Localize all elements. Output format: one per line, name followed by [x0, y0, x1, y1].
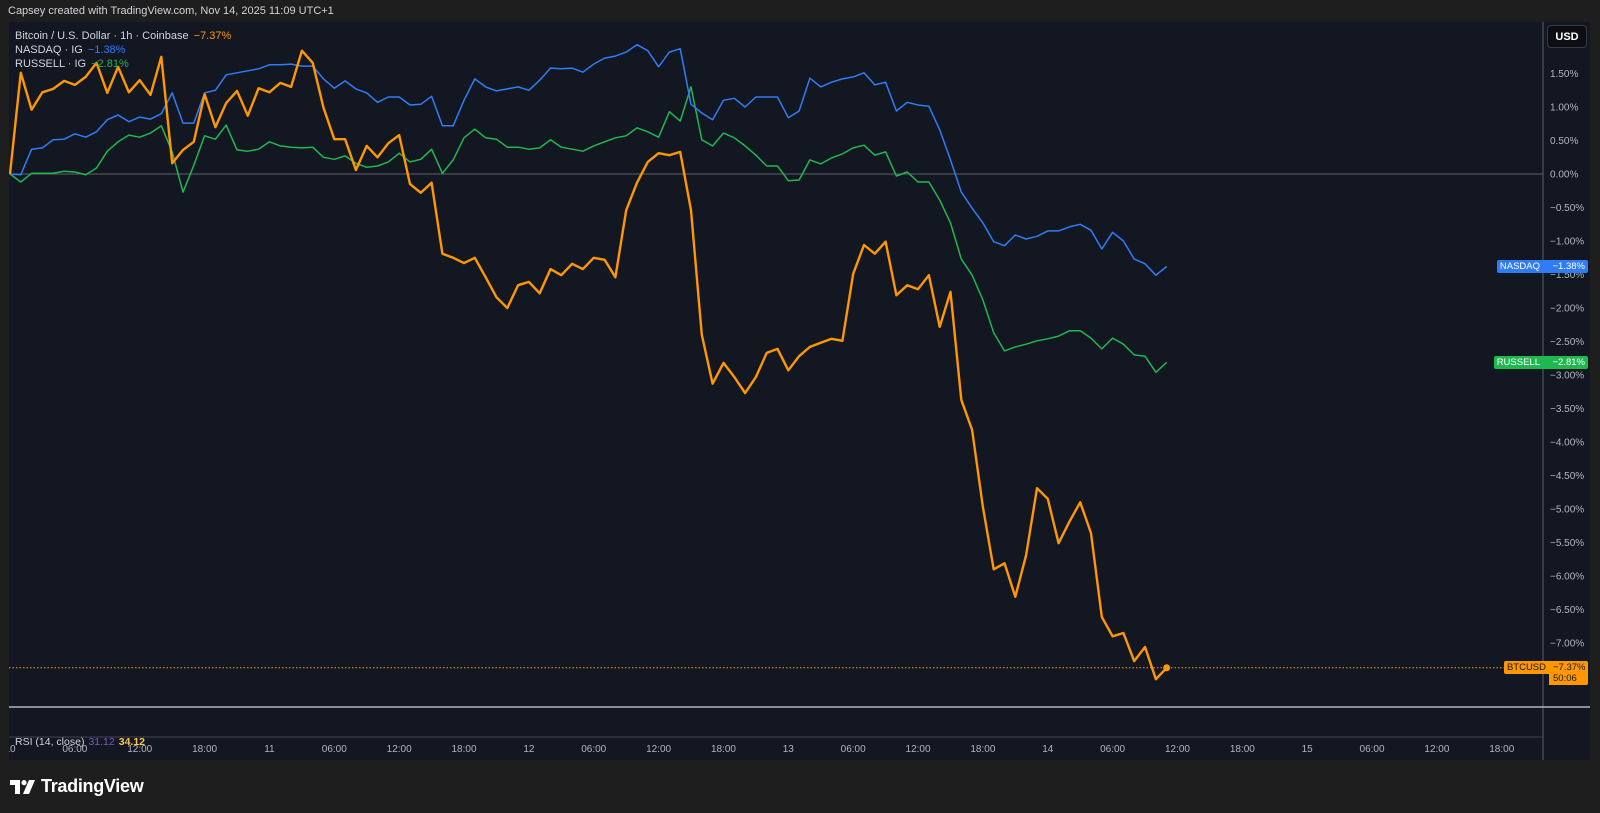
x-tick-label: 12:00	[1424, 744, 1449, 755]
x-tick-label: 12:00	[646, 744, 671, 755]
x-tick-label: 06:00	[581, 744, 606, 755]
x-tick-label: 06:00	[1100, 744, 1125, 755]
y-tick-label: −1.00%	[1550, 237, 1584, 248]
y-tick-label: −5.50%	[1550, 538, 1584, 549]
y-tick-label: −6.50%	[1550, 605, 1584, 616]
y-tick-label: −2.50%	[1550, 337, 1584, 348]
legend-russell[interactable]: RUSSELL · IG −2.81%	[15, 58, 129, 70]
x-tick-label: 06:00	[62, 744, 87, 755]
legend-label: NASDAQ · IG	[15, 44, 83, 56]
x-tick-label: 11	[264, 744, 275, 755]
y-tick-label: −6.00%	[1550, 572, 1584, 583]
x-tick-label: 18:00	[711, 744, 736, 755]
x-tick-label: 12:00	[387, 744, 412, 755]
y-tick-label: −7.00%	[1550, 639, 1584, 650]
series-line-russell	[9, 86, 1168, 374]
y-tick-label: −4.50%	[1550, 471, 1584, 482]
tag-name: BTCUSD	[1503, 661, 1549, 675]
legend-nasdaq[interactable]: NASDAQ · IG −1.38%	[15, 44, 125, 56]
y-tick-label: 0.00%	[1550, 170, 1578, 181]
last-price-dot	[1163, 664, 1171, 672]
legend-value: −2.81%	[91, 58, 129, 70]
price-tag-btcusd: BTCUSD −7.37% 50:06	[1503, 661, 1588, 686]
brand-name: TradingView	[41, 776, 144, 796]
legend-label: RUSSELL · IG	[15, 58, 87, 70]
legend-value: −7.37%	[193, 30, 232, 42]
x-tick-label: 06:00	[841, 744, 866, 755]
tag-name: NASDAQ	[1496, 259, 1543, 273]
x-tick-label: 18:00	[452, 744, 477, 755]
y-tick-label: −3.00%	[1550, 371, 1584, 382]
series-line-nasdaq	[9, 43, 1168, 276]
y-tick-label: −4.00%	[1550, 438, 1584, 449]
x-tick-label: 18:00	[1489, 744, 1514, 755]
x-tick-label: 18:00	[970, 744, 995, 755]
chart-canvas[interactable]: 1.50% 1.00% 0.50% 0.00% −0.50% −1.00% −1.50% −2…	[9, 22, 1590, 760]
x-tick-label: 06:00	[1360, 744, 1385, 755]
x-tick-label: 18:00	[192, 744, 217, 755]
x-tick-label: 12	[523, 744, 535, 755]
tag-value: −2.81%	[1543, 355, 1588, 369]
rsi-value: 31.12	[88, 736, 115, 748]
x-tick-label: 14	[1042, 744, 1054, 755]
y-tick-label: −0.50%	[1550, 203, 1584, 214]
price-tag-russell: RUSSELL −2.81%	[1493, 355, 1588, 369]
y-tick-label: 1.50%	[1550, 69, 1578, 80]
rsi-label: RSI (14, close)	[15, 736, 85, 748]
y-tick-label: −5.00%	[1550, 505, 1584, 516]
x-tick-label: 12:00	[1165, 744, 1190, 755]
bar-countdown: 50:06	[1553, 673, 1577, 685]
tradingview-logo-icon	[10, 779, 35, 794]
y-tick-label: −3.50%	[1550, 404, 1584, 415]
tradingview-logo[interactable]: TradingView	[10, 776, 144, 797]
rsi-legend[interactable]: RSI (14, close) 31.12 34.12	[15, 736, 149, 748]
x-tick-label: 13	[783, 744, 795, 755]
x-tick-label: 06:00	[322, 744, 347, 755]
chart-pane[interactable]: 1.50% 1.00% 0.50% 0.00% −0.50% −1.00% −1.50% −2…	[9, 22, 1590, 760]
x-tick-label: 12:00	[906, 744, 931, 755]
x-tick-label: 18:00	[1230, 744, 1255, 755]
currency-button[interactable]: USD	[1547, 25, 1587, 48]
series-line-btcusd	[9, 49, 1168, 681]
price-tag-nasdaq: NASDAQ −1.38%	[1496, 259, 1588, 273]
y-tick-label: −2.00%	[1550, 304, 1584, 315]
tag-name: RUSSELL	[1493, 355, 1543, 369]
y-tick-label: 0.50%	[1550, 136, 1578, 147]
legend-value: −1.38%	[87, 44, 126, 56]
legend-btc[interactable]: Bitcoin / U.S. Dollar · 1h · Coinbase −7.…	[15, 30, 231, 42]
chart-credit: Capsey created with TradingView.com, Nov…	[8, 5, 334, 17]
rsi-ma-value: 34.12	[118, 736, 146, 748]
legend-label: Bitcoin / U.S. Dollar · 1h · Coinbase	[15, 30, 189, 42]
x-tick-label: 15	[1302, 744, 1314, 755]
y-tick-label: −1.50%	[1550, 270, 1584, 281]
x-tick-label: 10	[9, 744, 16, 755]
tag-percent: −7.37%	[1553, 662, 1586, 674]
tag-value: −7.37% 50:06	[1549, 661, 1588, 686]
tag-value: −1.38%	[1543, 259, 1588, 273]
x-tick-label: 12:00	[127, 744, 152, 755]
y-tick-label: 1.00%	[1550, 103, 1578, 114]
